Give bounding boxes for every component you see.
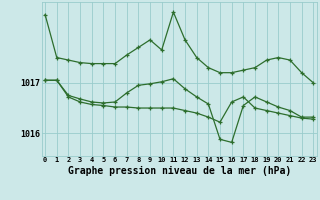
X-axis label: Graphe pression niveau de la mer (hPa): Graphe pression niveau de la mer (hPa) (68, 166, 291, 176)
